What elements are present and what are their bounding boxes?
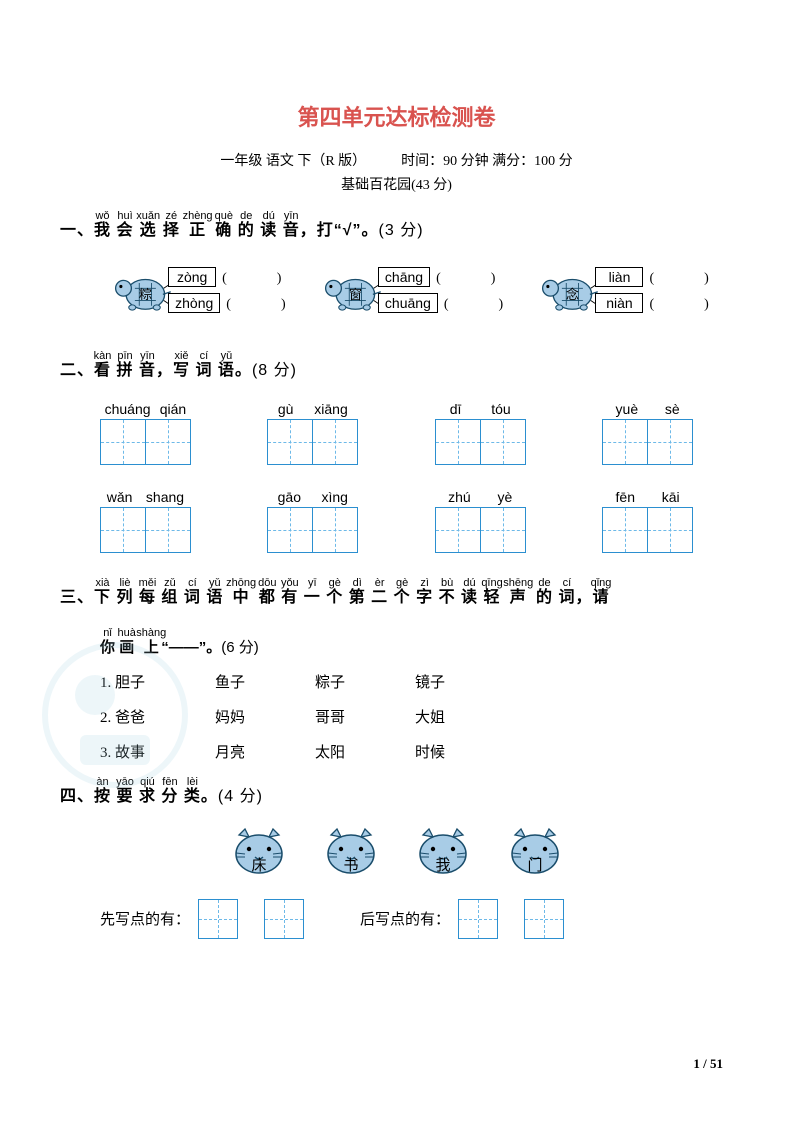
cat-icon: 床 — [231, 827, 287, 877]
char-box[interactable] — [435, 507, 481, 553]
svg-text:门: 门 — [527, 857, 542, 874]
word[interactable]: 哥哥 — [315, 706, 345, 727]
q3-row: 1. 胆子 鱼子 粽子 镜子 — [100, 671, 733, 692]
answer-box[interactable] — [524, 899, 564, 939]
svg-text:书: 书 — [343, 857, 358, 874]
cat-icon: 书 — [323, 827, 379, 877]
char-box[interactable] — [312, 419, 358, 465]
q3-rows: 1. 胆子 鱼子 粽子 镜子 2. 爸爸 妈妈 哥哥 大姐 3. 故事 月亮 太阳 时候 — [60, 671, 733, 762]
write-item: dītóu — [435, 401, 526, 465]
write-item: fēnkāi — [602, 489, 693, 553]
char-box[interactable] — [480, 419, 526, 465]
cat-icon: 我 — [415, 827, 471, 877]
q1-items: 粽 zòng( ) zhòng( ) 窗 chāng( ) chuāng( ) … — [100, 260, 733, 320]
turtle-item: 念 liàn( ) niàn( ) — [533, 260, 726, 320]
char-box[interactable] — [145, 507, 191, 553]
q4-label2: 后写点的有： — [360, 908, 450, 929]
write-item: gāoxìng — [267, 489, 358, 553]
char-box[interactable] — [145, 419, 191, 465]
subsection-line: 基础百花园(43 分) — [60, 174, 733, 194]
answer-box[interactable] — [264, 899, 304, 939]
q2-row2: wǎnshang gāoxìng zhúyè fēnkāi — [100, 489, 693, 553]
word[interactable]: 太阳 — [315, 741, 345, 762]
q4-blanks: 先写点的有： 后写点的有： — [100, 899, 733, 939]
char-box[interactable] — [602, 419, 648, 465]
write-item: wǎnshang — [100, 489, 191, 553]
char-box[interactable] — [100, 419, 146, 465]
char-box[interactable] — [647, 419, 693, 465]
svg-text:念: 念 — [566, 286, 579, 302]
char-box[interactable] — [100, 507, 146, 553]
q4-label1: 先写点的有： — [100, 908, 190, 929]
char-box[interactable] — [602, 507, 648, 553]
q3-line2: 你nǐ 画huà 上shàng“——”。(6 分) — [100, 627, 733, 657]
word[interactable]: 月亮 — [215, 741, 245, 762]
svg-text:床: 床 — [251, 857, 266, 874]
word[interactable]: 粽子 — [315, 671, 345, 692]
pinyin-option[interactable]: liàn( ) — [595, 267, 726, 287]
answer-box[interactable] — [458, 899, 498, 939]
page-title: 第四单元达标检测卷 — [60, 100, 733, 132]
char-box[interactable] — [647, 507, 693, 553]
svg-text:粽: 粽 — [139, 287, 152, 302]
q4-cats: 床 书 我 门 — [60, 827, 733, 877]
write-item: chuángqián — [100, 401, 191, 465]
pinyin-option[interactable]: chāng( ) — [378, 267, 521, 287]
char-box[interactable] — [435, 419, 481, 465]
q4-heading: 四、按àn 要yāo 求qiú 分fēn 类lèi。(4 分) — [60, 776, 733, 812]
pinyin-option[interactable]: zòng( ) — [168, 267, 303, 287]
word[interactable]: 2. 爸爸 — [100, 706, 145, 727]
svg-text:我: 我 — [435, 857, 450, 874]
write-item: zhúyè — [435, 489, 526, 553]
svg-text:窗: 窗 — [349, 286, 362, 302]
q3-heading: 三、下xià 列liè 每měi 组zǔ 词cí 语yǔ 中zhōng 都dōu… — [60, 577, 733, 613]
char-box[interactable] — [267, 419, 313, 465]
char-box[interactable] — [312, 507, 358, 553]
word[interactable]: 大姐 — [415, 706, 445, 727]
write-item: yuèsè — [602, 401, 693, 465]
cat-icon: 门 — [507, 827, 563, 877]
word[interactable]: 鱼子 — [215, 671, 245, 692]
word[interactable]: 妈妈 — [215, 706, 245, 727]
pinyin-option[interactable]: chuāng( ) — [378, 293, 521, 313]
word[interactable]: 镜子 — [415, 671, 445, 692]
q2-row1: chuángqián gùxiāng dītóu yuèsè — [100, 401, 693, 465]
char-box[interactable] — [480, 507, 526, 553]
write-item: gùxiāng — [267, 401, 358, 465]
turtle-item: 窗 chāng( ) chuāng( ) — [316, 260, 521, 320]
q3-row: 2. 爸爸 妈妈 哥哥 大姐 — [100, 706, 733, 727]
q1-heading: 一、我wǒ 会huì 选xuǎn 择zé 正zhèng 确què 的de 读dú… — [60, 210, 733, 246]
pinyin-option[interactable]: niàn( ) — [595, 293, 726, 313]
turtle-item: 粽 zòng( ) zhòng( ) — [106, 260, 303, 320]
pinyin-option[interactable]: zhòng( ) — [168, 293, 303, 313]
answer-box[interactable] — [198, 899, 238, 939]
q3-row: 3. 故事 月亮 太阳 时候 — [100, 741, 733, 762]
word[interactable]: 1. 胆子 — [100, 671, 145, 692]
page-number: 1 / 51 — [693, 1056, 723, 1072]
q2-heading: 二、看kàn 拼pīn 音yīn，写xiě 词cí 语yǔ。(8 分) — [60, 350, 733, 386]
meta-line: 一年级 语文 下（R 版） 时间：90 分钟 满分：100 分 — [60, 150, 733, 170]
char-box[interactable] — [267, 507, 313, 553]
word[interactable]: 3. 故事 — [100, 741, 145, 762]
word[interactable]: 时候 — [415, 741, 445, 762]
